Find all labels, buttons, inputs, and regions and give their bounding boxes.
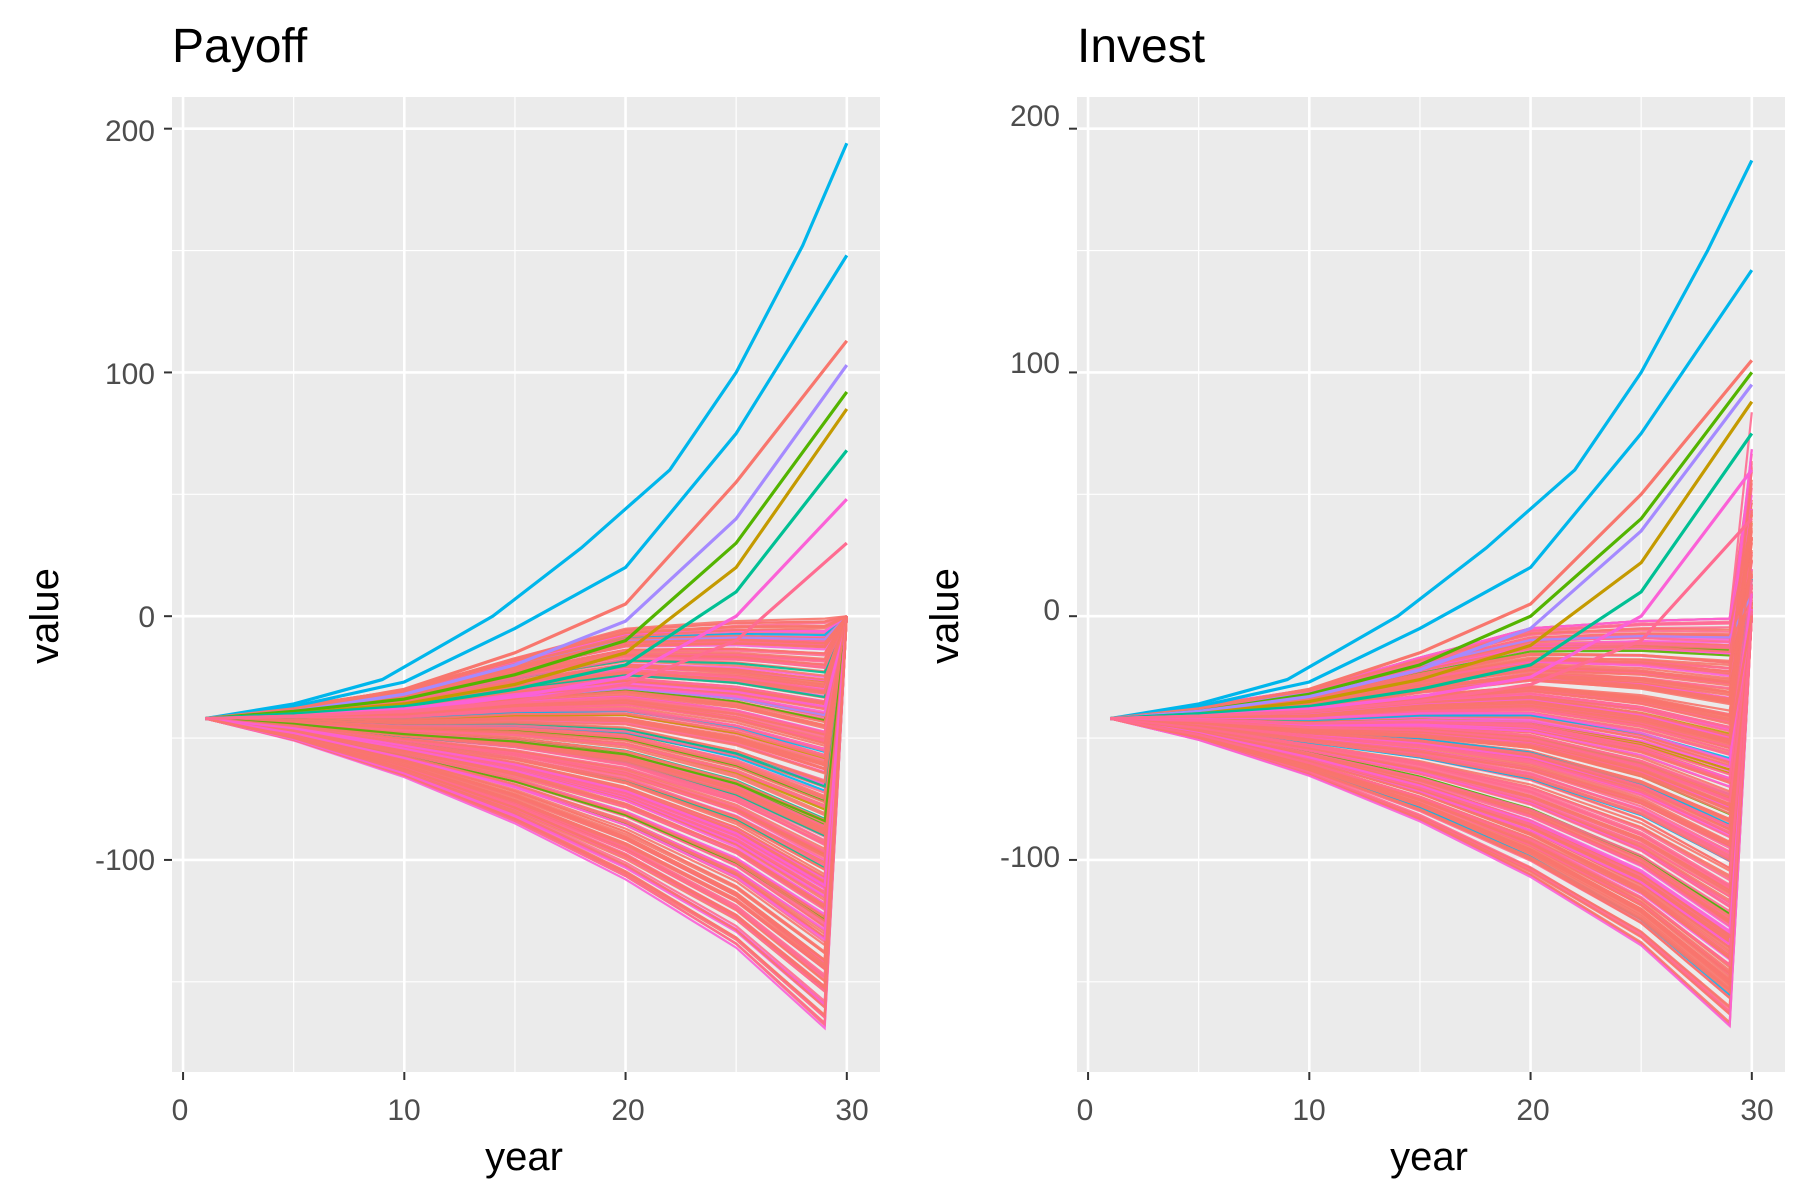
series-line <box>205 616 848 908</box>
series-line <box>1110 616 1753 839</box>
series-line <box>1110 584 1753 783</box>
highlighted-series-line <box>1110 517 1753 721</box>
x-tick-label: 20 <box>611 1094 644 1127</box>
highlighted-series-line <box>1110 432 1754 721</box>
x-axis-title-invest: year <box>1390 1135 1468 1179</box>
highlighted-series-line <box>205 541 848 721</box>
panel-background <box>172 97 880 1072</box>
series-line <box>205 616 848 823</box>
y-tick-label: -100 <box>1000 841 1060 874</box>
series-line <box>1110 616 1753 923</box>
y-tick-label: 200 <box>1010 100 1060 133</box>
series-line <box>1110 616 1753 961</box>
x-tick-label: 0 <box>1077 1094 1094 1127</box>
series-line <box>1110 616 1753 883</box>
series-line <box>1110 616 1753 896</box>
series-line <box>1110 616 1753 831</box>
highlighted-series-line <box>1110 359 1754 721</box>
panel-title-invest: Invest <box>1077 20 1205 73</box>
y-axis-title-invest: value <box>923 568 967 664</box>
series-line <box>1109 616 1753 993</box>
highlighted-series-line <box>205 449 849 721</box>
series-group <box>204 142 849 1031</box>
series-line <box>1110 616 1753 848</box>
series-line <box>1109 616 1753 987</box>
panel-title-payoff: Payoff <box>172 20 308 73</box>
series-line <box>205 616 848 967</box>
highlighted-series-line <box>1109 159 1754 721</box>
highlighted-series-line <box>204 254 849 721</box>
series-line <box>205 616 848 784</box>
series-line <box>205 616 848 906</box>
series-line <box>1109 616 1753 968</box>
series-line <box>1110 616 1753 935</box>
plot-area-payoff <box>164 97 880 1080</box>
series-group <box>1109 159 1754 1029</box>
highlighted-series-line <box>204 142 849 721</box>
highlighted-series-line <box>205 390 849 721</box>
x-tick-label: 20 <box>1516 1094 1549 1127</box>
series-line <box>205 616 848 804</box>
highlighted-series-line <box>1109 269 1754 721</box>
panel-invest: Invest value year -100 0 100 200 0 10 20… <box>923 20 1785 1179</box>
highlighted-series-line <box>1110 383 1754 721</box>
x-tick-label: 30 <box>835 1094 868 1127</box>
x-tick-label: 10 <box>387 1094 420 1127</box>
series-line <box>1109 616 1753 1029</box>
y-tick-label: 100 <box>1010 347 1060 380</box>
y-tick-label: 200 <box>105 115 155 148</box>
series-line <box>205 616 848 942</box>
series-line <box>204 616 848 972</box>
series-line <box>204 616 848 991</box>
series-line <box>205 616 848 940</box>
x-tick-label: 0 <box>172 1094 189 1127</box>
series-line <box>1110 612 1753 803</box>
series-line <box>205 616 848 851</box>
y-axis-title-payoff: value <box>23 568 67 664</box>
plot-area-invest <box>1069 97 1785 1080</box>
series-line <box>205 616 848 888</box>
y-tick-label: -100 <box>95 844 155 877</box>
panel-payoff: Payoff value year -100 0 100 200 0 10 20… <box>23 20 880 1179</box>
x-tick-label: 30 <box>1740 1094 1773 1127</box>
x-axis-title-payoff: year <box>485 1135 563 1179</box>
y-tick-label: 0 <box>138 601 155 634</box>
series-line <box>205 616 848 865</box>
series-line <box>204 616 848 1010</box>
y-tick-label: 100 <box>105 358 155 391</box>
x-tick-label: 10 <box>1292 1094 1325 1127</box>
y-tick-label: 0 <box>1043 594 1060 627</box>
highlighted-series-line <box>205 339 849 721</box>
